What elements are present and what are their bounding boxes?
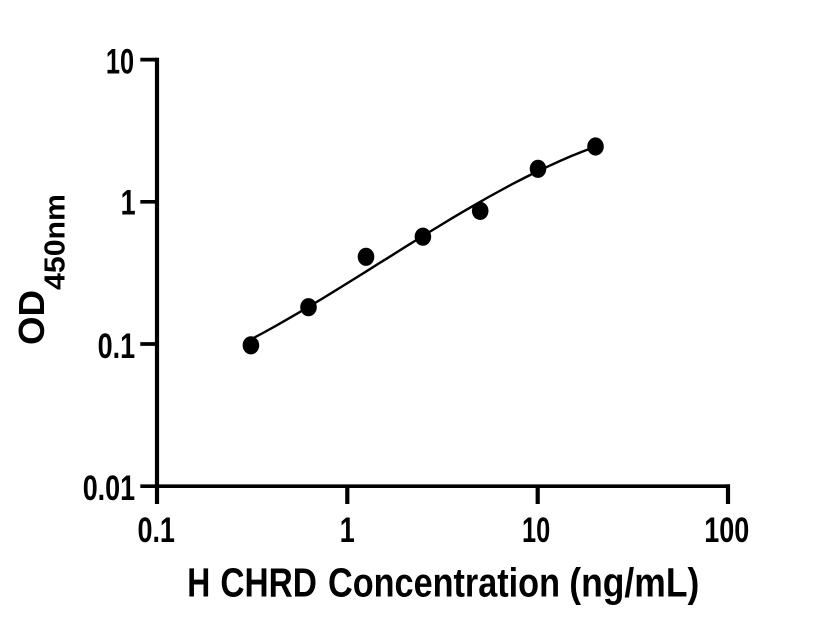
svg-text:0.1: 0.1 [98,326,136,366]
svg-text:(ng/mL): (ng/mL) [569,560,699,606]
svg-text:OD450nm: OD450nm [11,194,72,345]
svg-text:H: H [187,560,210,606]
svg-text:0.01: 0.01 [83,468,135,508]
svg-text:1: 1 [121,182,136,222]
svg-text:1: 1 [340,510,355,550]
svg-text:0.1: 0.1 [137,510,175,550]
svg-text:10: 10 [106,41,134,81]
svg-text:100: 100 [704,510,749,550]
svg-text:Concentration: Concentration [328,560,560,606]
svg-text:CHRD: CHRD [220,560,317,606]
svg-text:10: 10 [522,510,550,550]
